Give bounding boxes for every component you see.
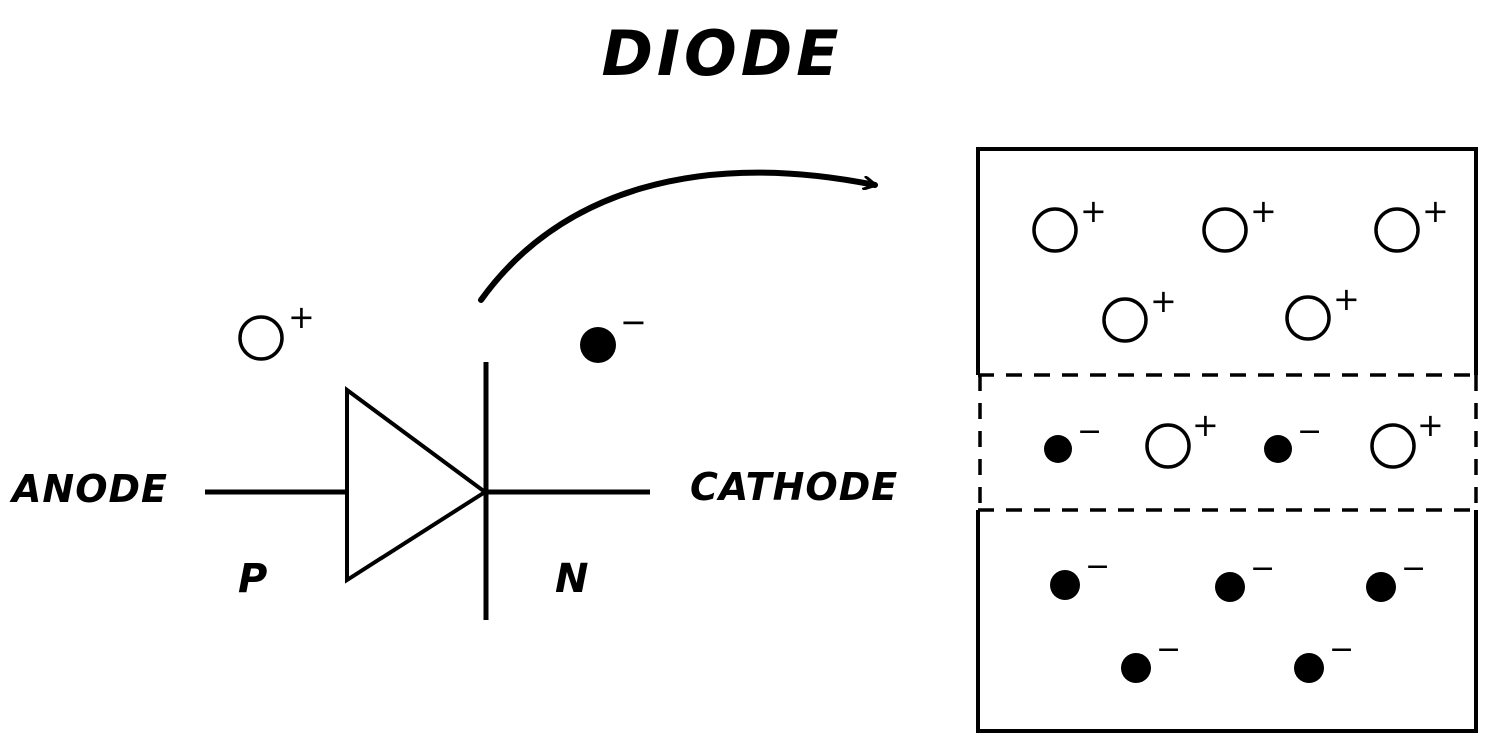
electron-dot (1050, 570, 1080, 600)
hole-circle (1285, 295, 1331, 341)
hole-circle (1374, 207, 1420, 253)
electron-charge: − (1121, 632, 1181, 683)
n-region: − − − − − (1050, 549, 1426, 683)
hole-sign: + (1422, 192, 1449, 230)
electron-sign: − (1085, 549, 1110, 584)
hole-circle (238, 315, 284, 361)
electron-sign: − (1250, 551, 1275, 586)
electron-sign: − (1156, 632, 1181, 667)
hole-charge: + (1370, 406, 1444, 469)
curved-arrow (478, 169, 875, 303)
electron-sign: − (1077, 414, 1102, 449)
hole-sign: + (1250, 192, 1277, 230)
hole-charge: + (1145, 406, 1219, 469)
hole-sign: + (1080, 192, 1107, 230)
anode-label: ANODE (9, 467, 168, 511)
hole-charge: + (1032, 192, 1107, 253)
electron-charge: − (1366, 551, 1426, 602)
electron-dot (1044, 435, 1072, 463)
p-label: P (238, 556, 267, 602)
cathode-label: CATHODE (690, 465, 898, 509)
electron-sign: − (1297, 414, 1322, 449)
electron-dot (1366, 572, 1396, 602)
electron-dot (1121, 653, 1151, 683)
hole-sign: + (1417, 406, 1444, 444)
electron-sign: − (1401, 551, 1426, 586)
hole-circle (1370, 423, 1416, 469)
n-label: N (555, 556, 588, 602)
hole-sign: + (1150, 282, 1177, 320)
electron-charge: − (580, 303, 647, 363)
hole-circle (1102, 297, 1148, 343)
diode-triangle (345, 386, 489, 584)
depletion-region: − + − + (1044, 406, 1444, 469)
electron-charge: − (1215, 551, 1275, 602)
electron-charge: − (1294, 632, 1354, 683)
electron-sign: − (620, 303, 647, 341)
electron-dot (1294, 653, 1324, 683)
electron-charge: − (1264, 414, 1322, 463)
hole-charge: + (1285, 280, 1360, 341)
p-region-border (976, 147, 1478, 375)
hole-circle (1032, 207, 1078, 253)
hole-sign: + (1192, 406, 1219, 444)
diode-symbol (205, 362, 650, 620)
hole-charge: + (1102, 282, 1177, 343)
electron-charge: − (1044, 414, 1102, 463)
p-region: + + + + + (1032, 192, 1449, 343)
junction-box (976, 147, 1478, 733)
hole-charge: + (238, 298, 315, 361)
electron-sign: − (1329, 632, 1354, 667)
hole-sign: + (1333, 280, 1360, 318)
electron-dot (1264, 435, 1292, 463)
electron-dot (1215, 572, 1245, 602)
hole-sign: + (288, 298, 315, 336)
hole-charge: + (1374, 192, 1449, 253)
hole-circle (1202, 207, 1248, 253)
hole-charge: + (1202, 192, 1277, 253)
hole-circle (1145, 423, 1191, 469)
diagram-title: DIODE (601, 17, 842, 90)
n-region-border (976, 510, 1478, 733)
electron-charge: − (1050, 549, 1110, 600)
electron-dot (580, 327, 616, 363)
